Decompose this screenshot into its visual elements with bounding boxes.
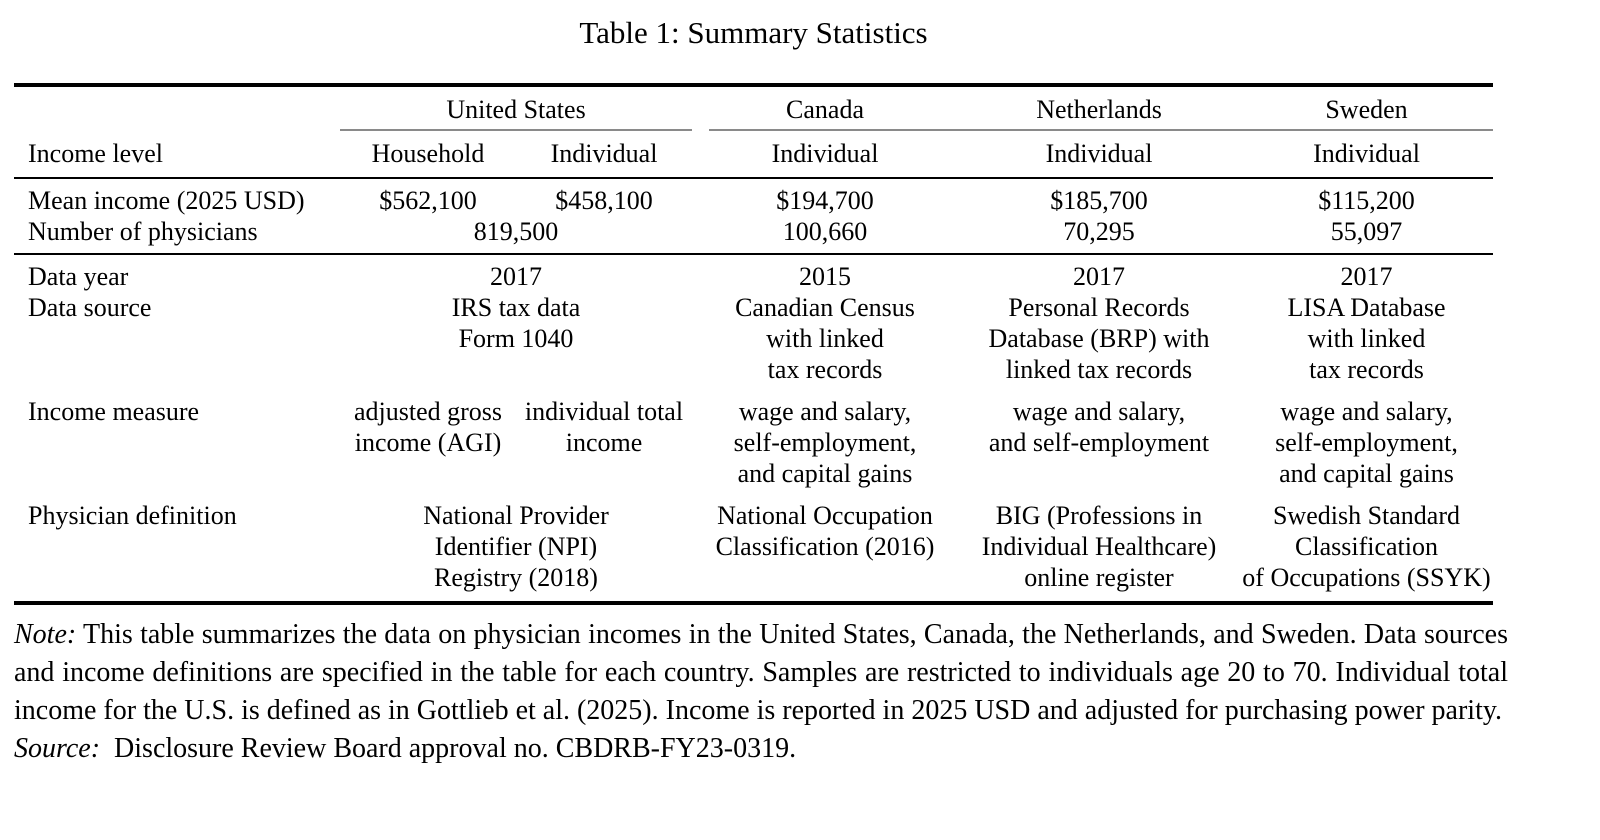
physician-definition-canada: National Occupation Classification (2016… — [715, 501, 935, 561]
data-source-netherlands: Personal Records Database (BRP) with lin… — [988, 293, 1210, 384]
cmidrule-united-states — [340, 129, 692, 131]
top-rule — [14, 83, 1493, 87]
income-measure-netherlands: wage and salary, and self-employment — [988, 397, 1210, 457]
mean-income-netherlands: $185,700 — [1050, 186, 1148, 215]
source-label: Source: — [14, 733, 101, 764]
cmidrule-spacer — [14, 129, 340, 131]
bottom-rule — [14, 601, 1493, 605]
income-level-canada: Individual — [771, 139, 879, 168]
source-paragraph: Source: Disclosure Review Board approval … — [14, 730, 1508, 768]
paper-table-figure: Table 1: Summary Statistics United State… — [14, 0, 1508, 768]
mean-income-us-household: $562,100 — [379, 186, 477, 215]
mean-income-sweden: $115,200 — [1318, 186, 1415, 215]
physician-definition-us: National Provider Identifier (NPI) Regis… — [423, 501, 609, 592]
data-year-sweden: 2017 — [1340, 262, 1393, 291]
mean-income-canada: $194,700 — [776, 186, 874, 215]
country-header-sweden: Sweden — [1325, 95, 1408, 124]
income-measure-us-individual: individual total income — [524, 397, 684, 457]
source-text: Disclosure Review Board approval no. CBD… — [114, 733, 797, 764]
data-source-canada: Canadian Census with linked tax records — [735, 293, 915, 384]
note-text: This table summarizes the data on physic… — [14, 619, 1508, 726]
cmidrule-gap — [692, 129, 709, 131]
physician-definition-netherlands: BIG (Professions in Individual Healthcar… — [981, 501, 1217, 592]
num-physicians-netherlands: 70,295 — [1063, 217, 1135, 246]
table-title: Table 1: Summary Statistics — [579, 15, 928, 50]
num-physicians-us: 819,500 — [473, 217, 559, 246]
data-source-us: IRS tax data Form 1040 — [451, 293, 581, 353]
income-level-netherlands: Individual — [1045, 139, 1153, 168]
data-source-row: Data source IRS tax data Form 1040 Canad… — [14, 292, 1493, 396]
income-measure-us-household: adjusted gross income (AGI) — [353, 397, 503, 457]
country-header-united-states: United States — [446, 95, 586, 124]
country-header-netherlands: Netherlands — [1036, 95, 1162, 124]
row-label-num-physicians: Number of physicians — [28, 217, 258, 246]
note-paragraph: Note: This table summarizes the data on … — [14, 616, 1508, 730]
mean-income-row: Mean income (2025 USD) $562,100 $458,100… — [14, 179, 1493, 216]
income-level-row: Income level Household Individual Indivi… — [14, 131, 1493, 177]
data-year-row: Data year 2017 2015 2017 2017 — [14, 255, 1493, 292]
physician-definition-sweden: Swedish Standard Classification of Occup… — [1242, 501, 1491, 592]
data-year-netherlands: 2017 — [1073, 262, 1125, 291]
num-physicians-row: Number of physicians 819,500 100,660 70,… — [14, 216, 1493, 253]
cmidrule-canada-netherlands-sweden — [709, 129, 1493, 131]
physician-definition-row: Physician definition National Provider I… — [14, 500, 1493, 601]
row-label-mean-income: Mean income (2025 USD) — [28, 186, 305, 215]
table-notes: Note: This table summarizes the data on … — [14, 605, 1508, 768]
mid-rule-2 — [14, 253, 1493, 255]
country-header-canada: Canada — [786, 95, 864, 124]
data-year-canada: 2015 — [799, 262, 851, 291]
data-year-us: 2017 — [490, 262, 542, 291]
note-label: Note: — [14, 619, 77, 650]
income-level-us-individual: Individual — [550, 139, 658, 168]
data-source-sweden: LISA Database with linked tax records — [1287, 293, 1446, 384]
cmidrule-row — [14, 129, 1493, 131]
mid-rule-1 — [14, 177, 1493, 179]
income-measure-row: Income measure adjusted gross income (AG… — [14, 396, 1493, 500]
income-level-sweden: Individual — [1313, 139, 1420, 168]
income-level-us-household: Household — [371, 139, 485, 168]
income-measure-canada: wage and salary, self-employment, and ca… — [733, 397, 917, 488]
income-measure-sweden: wage and salary, self-employment, and ca… — [1275, 397, 1458, 488]
row-label-data-source: Data source — [28, 293, 152, 322]
num-physicians-sweden: 55,097 — [1330, 217, 1403, 246]
row-label-physician-definition: Physician definition — [28, 501, 237, 530]
num-physicians-canada: 100,660 — [782, 217, 868, 246]
row-label-data-year: Data year — [28, 262, 129, 291]
mean-income-us-individual: $458,100 — [555, 186, 653, 215]
country-header-row: United States Canada Netherlands Sweden — [14, 87, 1493, 129]
row-label-income-measure: Income measure — [28, 397, 200, 426]
row-label-income-level: Income level — [28, 139, 163, 168]
